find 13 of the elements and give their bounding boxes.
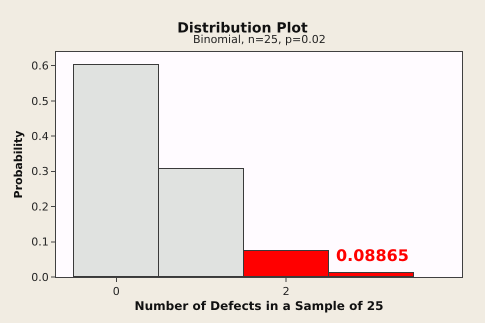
y-tick-label: 0.2 xyxy=(31,200,49,214)
x-axis-title: Number of Defects in a Sample of 25 xyxy=(134,299,384,314)
x-tick-label: 0 xyxy=(112,285,120,298)
y-tick-label: 0.0 xyxy=(31,270,49,284)
y-tick-label: 0.3 xyxy=(31,165,49,178)
chart-subtitle: Binomial, n=25, p=0.02 xyxy=(193,33,326,46)
y-tick-label: 0.4 xyxy=(31,130,49,143)
y-tick-label: 0.5 xyxy=(31,94,49,108)
annotation: 0.08865 xyxy=(336,246,409,265)
y-axis-title: Probability xyxy=(12,130,25,198)
x-tick-label: 2 xyxy=(282,285,290,298)
y-tick-label: 0.1 xyxy=(31,236,49,249)
y-tick-label: 0.6 xyxy=(31,60,49,73)
